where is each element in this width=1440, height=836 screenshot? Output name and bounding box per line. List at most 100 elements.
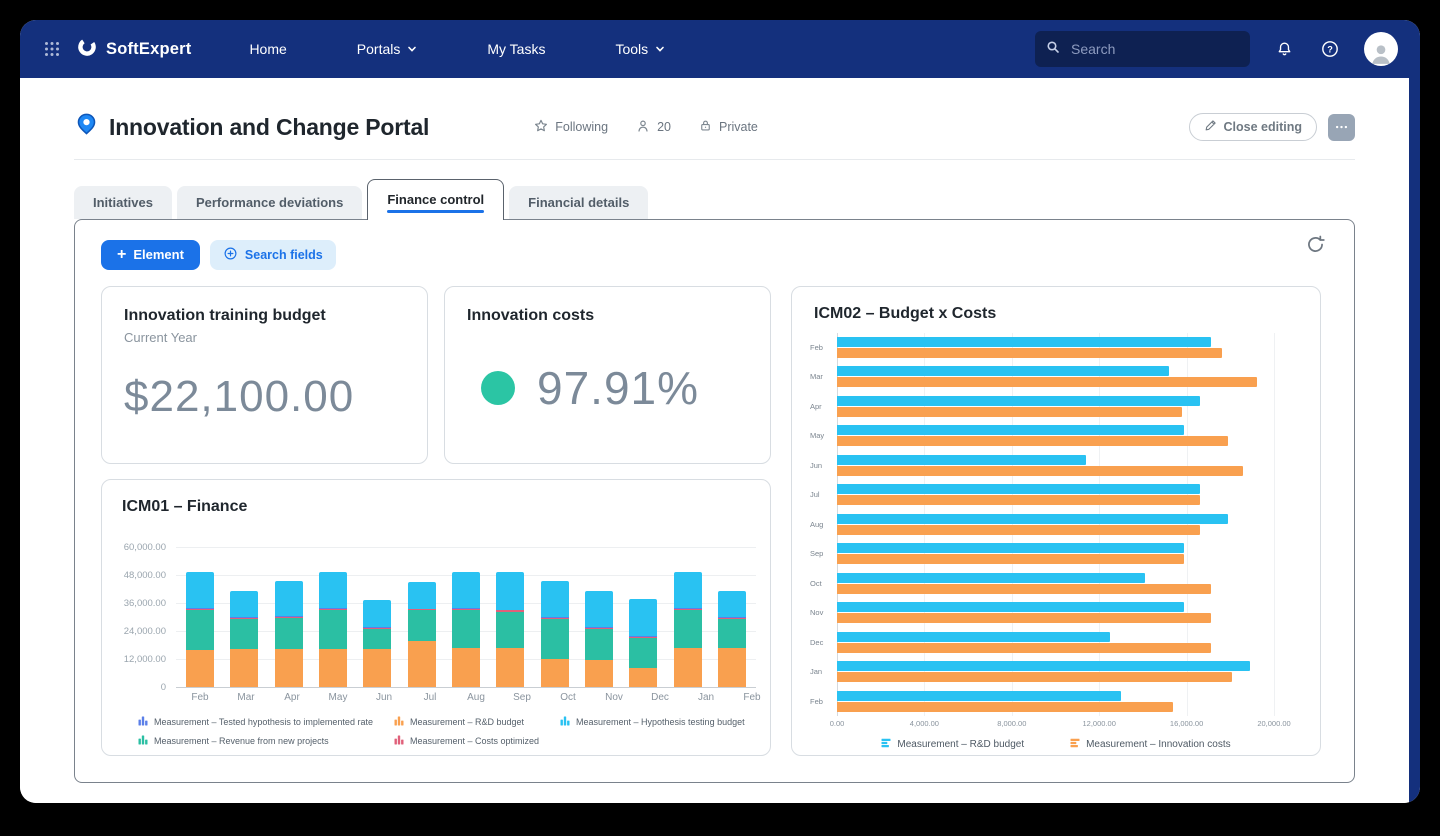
bar-group-nov: Nov [810, 598, 1302, 628]
more-options-button[interactable] [1328, 114, 1355, 141]
search-icon [1045, 39, 1061, 60]
close-editing-button[interactable]: Close editing [1189, 113, 1317, 141]
bar-measurement-r-d-budget[interactable] [837, 425, 1184, 435]
plus-icon: + [117, 247, 126, 263]
x-tick-label: Sep [508, 692, 536, 703]
bar-measurement-innovation-costs[interactable] [837, 466, 1243, 476]
bar-measurement-r-d-budget[interactable] [837, 396, 1200, 406]
legend-item-measurement-revenue-from-new-projects[interactable]: Measurement – Revenue from new projects [138, 735, 378, 747]
tab-financial-details[interactable]: Financial details [509, 186, 648, 219]
search-input[interactable] [1069, 40, 1233, 58]
bar-measurement-r-d-budget[interactable] [837, 455, 1086, 465]
meta-20[interactable]: 20 [635, 118, 671, 137]
y-tick-label: Jun [810, 461, 837, 470]
stacked-bar-jul[interactable] [408, 582, 436, 686]
bar-measurement-innovation-costs[interactable] [837, 377, 1257, 387]
tab-performance-deviations[interactable]: Performance deviations [177, 186, 362, 219]
bar-measurement-r-d-budget[interactable] [837, 366, 1169, 376]
legend-item-measurement-costs-optimized[interactable]: Measurement – Costs optimized [394, 735, 544, 747]
svg-text:?: ? [1327, 44, 1333, 54]
bar-measurement-innovation-costs[interactable] [837, 672, 1232, 682]
bar-measurement-innovation-costs[interactable] [837, 643, 1211, 653]
legend-item-measurement-tested-hypothesis-to-implemented-rate[interactable]: Measurement – Tested hypothesis to imple… [138, 716, 378, 728]
stacked-bar-jan[interactable] [674, 572, 702, 686]
legend-item-measurement-hypothesis-testing-budget[interactable]: Measurement – Hypothesis testing budget [560, 716, 745, 728]
bar-segment [585, 629, 613, 660]
tab-initiatives[interactable]: Initiatives [74, 186, 172, 219]
bar-measurement-innovation-costs[interactable] [837, 525, 1200, 535]
meta-label: 20 [657, 120, 671, 134]
legend-item-measurement-r-d-budget[interactable]: Measurement – R&D budget [881, 738, 1024, 751]
stacked-bar-sep[interactable] [496, 572, 524, 686]
x-tick-label: 4,000.00 [910, 719, 939, 728]
bar-group-jul: Jul [810, 480, 1302, 510]
help-icon[interactable]: ? [1318, 37, 1342, 61]
bar-segment [186, 650, 214, 687]
finance-control-panel: + Element Search fields [74, 219, 1355, 783]
header-divider [74, 159, 1355, 160]
brand-logo[interactable]: SoftExpert [76, 36, 191, 63]
y-tick-label: 24,000.00 [124, 626, 166, 637]
legend-item-measurement-innovation-costs[interactable]: Measurement – Innovation costs [1070, 738, 1231, 751]
x-tick-label: 20,000.00 [1257, 719, 1290, 728]
bar-measurement-innovation-costs[interactable] [837, 495, 1200, 505]
bar-measurement-r-d-budget[interactable] [837, 543, 1184, 553]
stacked-bar-oct[interactable] [541, 581, 569, 686]
user-avatar[interactable] [1364, 32, 1398, 66]
star-icon [533, 118, 549, 137]
x-tick-label: Oct [554, 692, 582, 703]
bar-segment [541, 659, 569, 687]
bar-measurement-innovation-costs[interactable] [837, 554, 1184, 564]
legend-item-measurement-r-d-budget[interactable]: Measurement – R&D budget [394, 716, 544, 728]
stacked-bar-feb[interactable] [718, 591, 746, 687]
bar-segment [363, 600, 391, 627]
stacked-bar-nov[interactable] [585, 591, 613, 687]
bar-measurement-r-d-budget[interactable] [837, 691, 1121, 701]
portal-meta: Following20Private [533, 118, 758, 137]
chart-legend: Measurement – Tested hypothesis to imple… [138, 716, 745, 747]
bar-measurement-innovation-costs[interactable] [837, 348, 1222, 358]
nav-item-label: My Tasks [487, 41, 545, 57]
plot-area [176, 547, 756, 687]
bar-measurement-r-d-budget[interactable] [837, 484, 1200, 494]
bar-group-bars [837, 396, 1302, 417]
stacked-bar-mar[interactable] [230, 591, 258, 687]
bar-segment [275, 581, 303, 616]
notifications-bell-icon[interactable] [1272, 37, 1296, 61]
panel-toolbar: + Element Search fields [101, 240, 336, 270]
y-tick-label: Dec [810, 638, 837, 647]
y-tick-label: 36,000.00 [124, 598, 166, 609]
nav-item-my-tasks[interactable]: My Tasks [487, 41, 545, 57]
stacked-bar-jun[interactable] [363, 600, 391, 687]
search-fields-button[interactable]: Search fields [210, 240, 336, 270]
apps-grid-icon[interactable] [42, 39, 62, 59]
bar-measurement-r-d-budget[interactable] [837, 514, 1228, 524]
bar-measurement-r-d-budget[interactable] [837, 337, 1211, 347]
bar-measurement-innovation-costs[interactable] [837, 436, 1228, 446]
stacked-bar-may[interactable] [319, 572, 347, 686]
bar-measurement-innovation-costs[interactable] [837, 702, 1173, 712]
nav-item-portals[interactable]: Portals [357, 41, 418, 57]
stacked-bar-aug[interactable] [452, 572, 480, 686]
stacked-bar-apr[interactable] [275, 581, 303, 686]
bar-measurement-r-d-budget[interactable] [837, 632, 1110, 642]
x-tick-label: Apr [278, 692, 306, 703]
navbar-search[interactable] [1035, 31, 1250, 67]
bar-measurement-r-d-budget[interactable] [837, 602, 1184, 612]
meta-following[interactable]: Following [533, 118, 608, 137]
bar-measurement-innovation-costs[interactable] [837, 584, 1211, 594]
refresh-button[interactable] [1303, 232, 1328, 260]
bar-measurement-innovation-costs[interactable] [837, 613, 1211, 623]
bar-group-bars [837, 484, 1302, 505]
chart-legend: Measurement – R&D budget Measurement – In… [810, 738, 1302, 751]
stacked-bar-dec[interactable] [629, 599, 657, 686]
bar-measurement-innovation-costs[interactable] [837, 407, 1182, 417]
tab-finance-control[interactable]: Finance control [367, 179, 504, 220]
stacked-bar-feb[interactable] [186, 572, 214, 686]
nav-item-tools[interactable]: Tools [615, 41, 665, 57]
bar-measurement-r-d-budget[interactable] [837, 573, 1145, 583]
nav-item-home[interactable]: Home [249, 41, 286, 57]
bar-measurement-r-d-budget[interactable] [837, 661, 1250, 671]
horizontal-bars-icon [1070, 738, 1080, 751]
add-element-button[interactable]: + Element [101, 240, 200, 270]
